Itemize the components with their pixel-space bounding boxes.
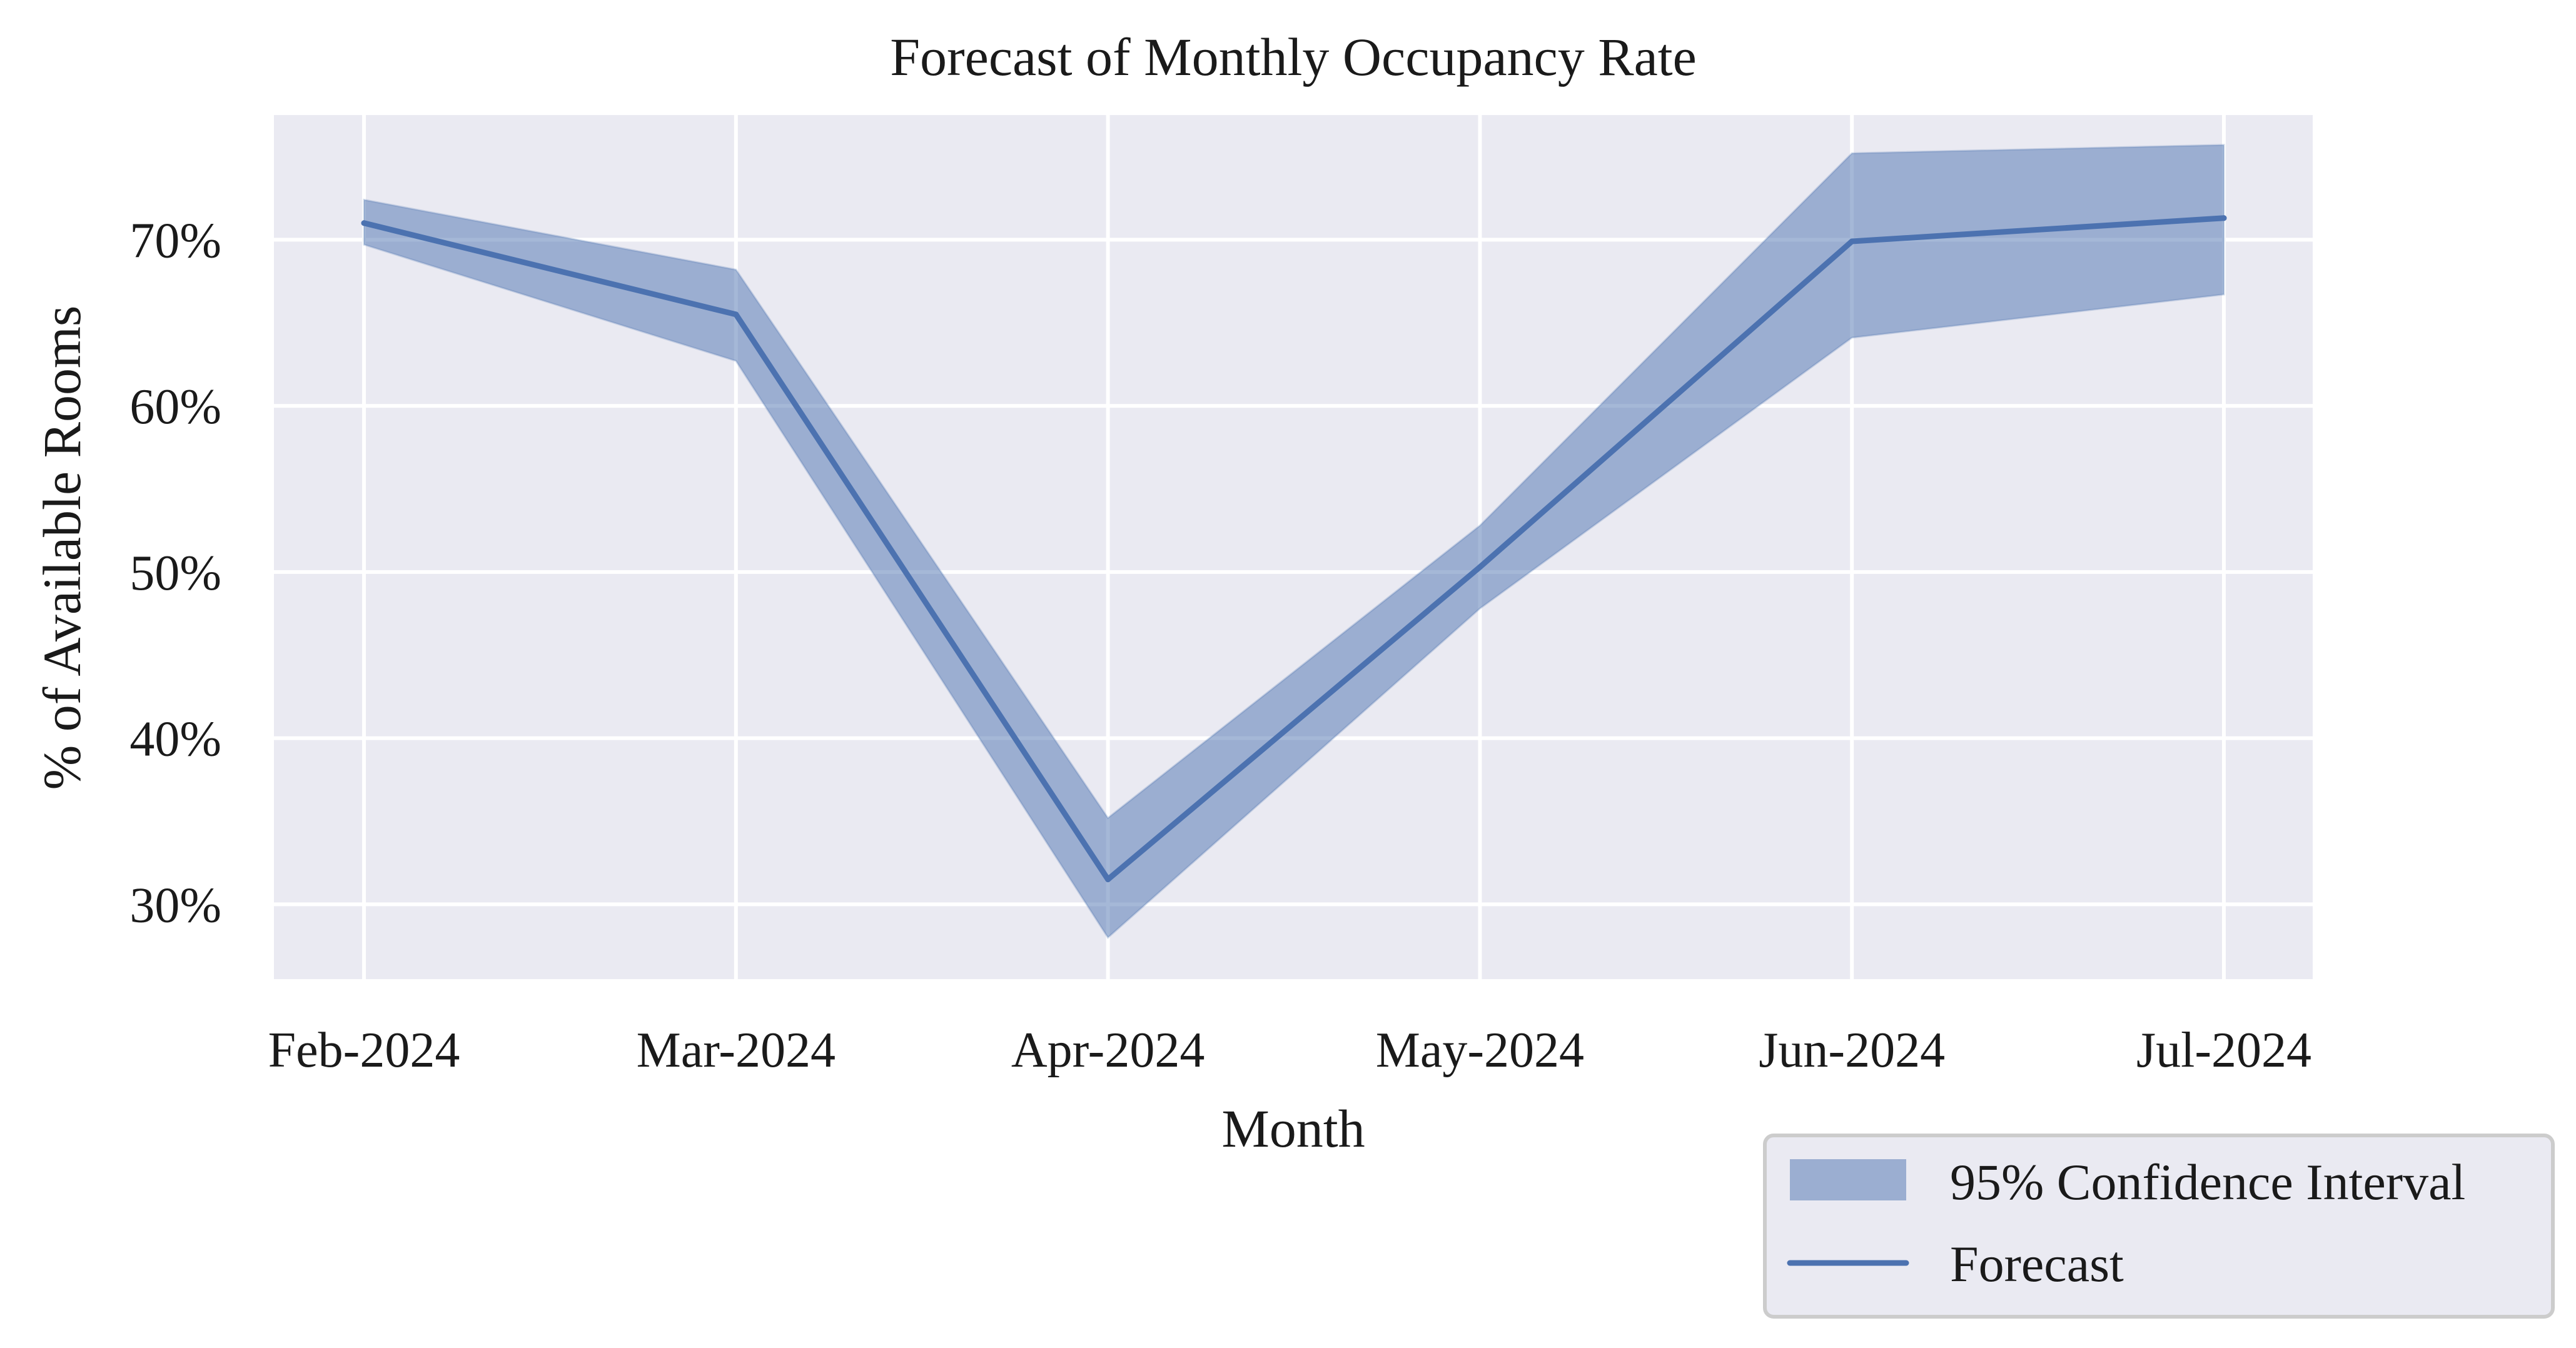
x-tick-label: Feb-2024 [268,1023,460,1078]
x-tick-label: Jun-2024 [1759,1023,1945,1078]
forecast-point [361,220,367,226]
legend-box [1763,1134,2555,1319]
confidence-band [363,144,2225,939]
x-tick-labels: Feb-2024 Mar-2024 Apr-2024 May-2024 Jun-2024… [268,1023,2311,1078]
legend-band-swatch [1790,1159,1906,1200]
forecast-point [733,311,739,318]
y-tick-labels: 30% 40% 50% 60% 70% [129,213,221,933]
legend: 95% Confidence Interval Forecast [1763,1134,2555,1319]
x-tick-label: May-2024 [1376,1023,1584,1078]
y-tick-label: 70% [129,213,221,268]
forecast-line-layer [361,215,2227,883]
y-tick-label: 60% [129,380,221,435]
x-tick-label: Mar-2024 [637,1023,836,1078]
y-tick-label: 50% [129,546,221,601]
y-axis-label: % of Available Rooms [32,306,92,790]
chart-title: Forecast of Monthly Occupancy Rate [890,27,1697,87]
forecast-point [1477,564,1483,570]
x-tick-label: Jul-2024 [2136,1023,2311,1078]
x-axis-label: Month [1221,1099,1365,1159]
forecast-point [1849,238,1855,244]
forecast-point [1105,877,1111,883]
forecast-line [361,215,2227,882]
y-tick-label: 40% [129,712,221,767]
x-tick-label: Apr-2024 [1011,1023,1205,1078]
legend-band-label: 95% Confidence Interval [1950,1154,2465,1210]
forecast-point [2221,215,2227,221]
legend-line-label: Forecast [1950,1235,2124,1292]
y-tick-label: 30% [129,878,221,933]
confidence-band-layer [363,144,2225,939]
